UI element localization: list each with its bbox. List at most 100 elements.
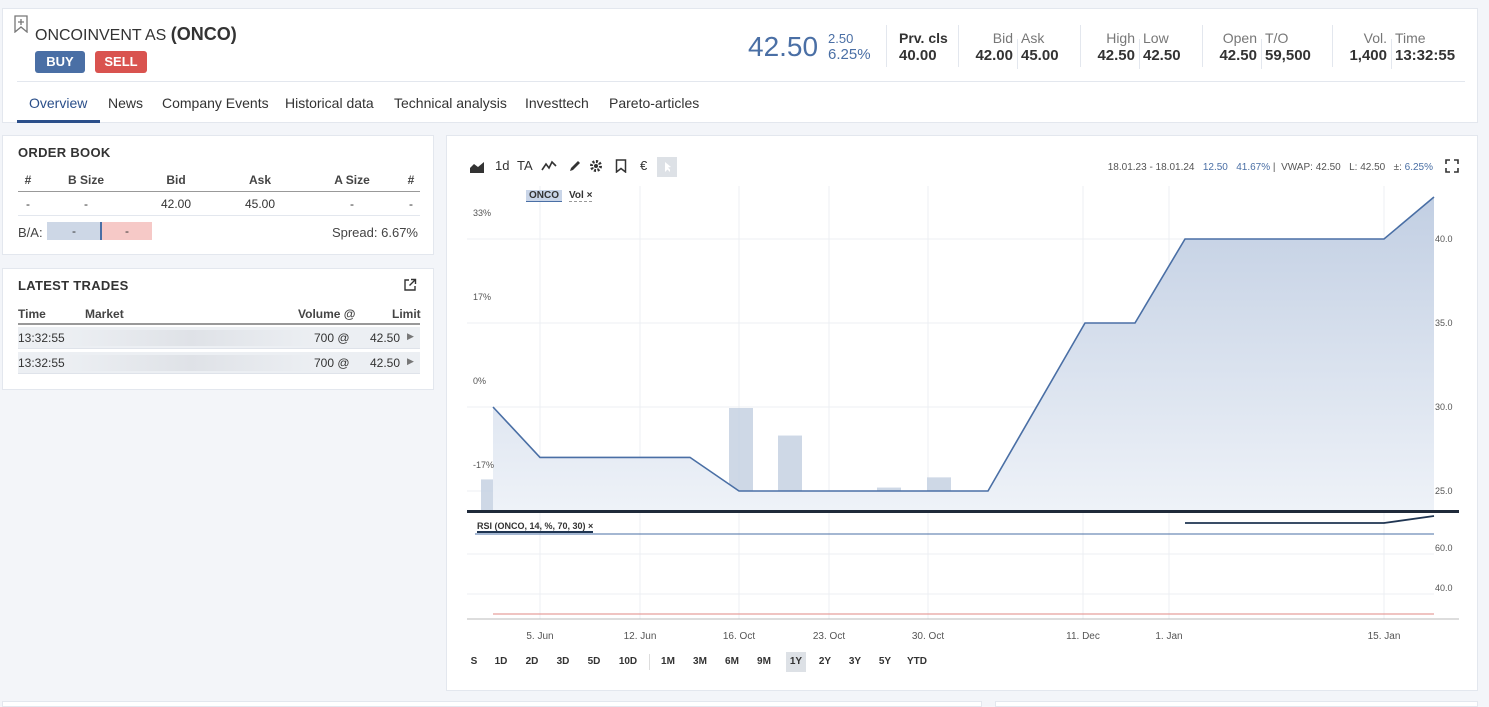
period-1y[interactable]: 1Y <box>786 652 806 672</box>
low-label: Low <box>1143 30 1169 46</box>
trade-volume: 700 @ <box>314 356 350 370</box>
right-axis-label: 40.0 <box>1435 234 1453 244</box>
sell-button[interactable]: SELL <box>95 51 147 73</box>
expand-arrow-icon[interactable]: ▶ <box>407 331 414 341</box>
rsi-legend[interactable]: RSI (ONCO, 14, %, 70, 30) × <box>477 521 594 533</box>
gear-icon[interactable] <box>589 159 603 173</box>
open-value: 42.50 <box>1219 47 1257 64</box>
left-axis-label: 17% <box>473 292 491 302</box>
rsi-axis-label: 60.0 <box>1435 543 1453 553</box>
period-1d[interactable]: 1D <box>494 656 508 667</box>
divider <box>958 25 959 67</box>
table-row[interactable]: 13:32:55 700 @ 42.50 ▶ <box>18 327 420 349</box>
pane-divider <box>467 510 1459 513</box>
period-10d[interactable]: 10D <box>618 656 638 667</box>
cell: 45.00 <box>244 197 276 211</box>
ba-ask-bar: - <box>102 222 152 240</box>
prev-close-value: 40.00 <box>899 47 937 64</box>
divider <box>886 25 887 67</box>
period-3m[interactable]: 3M <box>693 656 707 667</box>
price-area-fill <box>493 197 1434 510</box>
divider <box>1139 39 1140 69</box>
open: Open 42.50 <box>1215 29 1257 65</box>
x-tick-label: 16. Oct <box>723 631 755 642</box>
area-chart-icon[interactable] <box>469 160 485 174</box>
instrument-header: ONCOINVENT AS (ONCO) BUY SELL 42.50 2.50… <box>2 8 1478 123</box>
interval-selector[interactable]: 1d <box>495 158 510 173</box>
period-9m[interactable]: 9M <box>757 656 771 667</box>
turnover-value: 59,500 <box>1265 47 1311 64</box>
trade-time: 13:32:55 <box>18 356 65 370</box>
table-row[interactable]: 13:32:55 700 @ 42.50 ▶ <box>18 352 420 374</box>
tab-investtech[interactable]: Investtech <box>525 95 589 111</box>
col-header: Market <box>85 307 124 321</box>
ta-button[interactable]: TA <box>517 158 533 173</box>
spread: Spread: 6.67% <box>332 225 418 240</box>
tab-overview[interactable]: Overview <box>29 95 88 111</box>
x-tick-label: 15. Jan <box>1368 631 1401 642</box>
legend-onco[interactable]: ONCO <box>526 190 562 202</box>
tab-pareto-articles[interactable]: Pareto-articles <box>609 95 700 111</box>
period-5d[interactable]: 5D <box>587 656 601 667</box>
period-2d[interactable]: 2D <box>525 656 539 667</box>
bottom-panel <box>2 701 982 707</box>
active-tab-indicator <box>17 120 100 123</box>
right-axis-label: 30.0 <box>1435 402 1453 412</box>
spread-label: Spread: <box>331 225 378 240</box>
spread-value: 6.67% <box>381 225 418 240</box>
info-pm-pct: 6.25% <box>1404 162 1433 173</box>
col-header: Volume @ <box>298 307 356 321</box>
col-header: A Size <box>334 173 370 187</box>
bookmark-add-icon[interactable] <box>13 15 29 33</box>
right-axis-label: 35.0 <box>1435 318 1453 328</box>
period-6m[interactable]: 6M <box>725 656 739 667</box>
price-change: 2.50 6.25% <box>828 31 871 63</box>
period-3d[interactable]: 3D <box>556 656 570 667</box>
price-chart-panel: 1d TA € 18.01.23 - 18.01.24 12.50 41.67%… <box>446 135 1478 691</box>
latest-trades-title: LATEST TRADES <box>18 278 129 293</box>
high-value: 42.50 <box>1097 47 1135 64</box>
indicator-icon[interactable] <box>541 160 557 172</box>
period-ytd[interactable]: YTD <box>907 656 927 667</box>
tab-company-events[interactable]: Company Events <box>162 95 269 111</box>
bookmark-icon[interactable] <box>615 159 627 173</box>
tab-news[interactable]: News <box>108 95 144 111</box>
left-axis-label: -17% <box>473 460 494 470</box>
ticker: (ONCO) <box>170 24 237 44</box>
legend-volume[interactable]: Vol × <box>569 190 593 202</box>
chart-canvas[interactable]: 5. Jun 12. Jun 16. Oct 23. Oct 30. Oct 11. De… <box>447 181 1477 681</box>
expand-arrow-icon[interactable]: ▶ <box>407 356 414 366</box>
period-5y[interactable]: 5Y <box>878 656 892 667</box>
period-1m[interactable]: 1M <box>661 656 675 667</box>
buy-button[interactable]: BUY <box>35 51 85 73</box>
trade-limit: 42.50 <box>370 356 401 370</box>
rsi-line <box>1185 515 1435 524</box>
tab-technical-analysis[interactable]: Technical analysis <box>394 95 507 111</box>
low-value: 42.50 <box>1143 47 1181 64</box>
fullscreen-icon[interactable] <box>1445 159 1459 173</box>
trade-market <box>66 330 316 346</box>
open-external-icon[interactable] <box>403 278 417 292</box>
bid-value: 42.00 <box>975 47 1013 64</box>
right-axis-label: 25.0 <box>1435 486 1453 496</box>
currency-button[interactable]: € <box>640 158 648 173</box>
trade-volume: 700 @ <box>314 331 350 345</box>
divider <box>1261 39 1262 69</box>
period-3y[interactable]: 3Y <box>848 656 862 667</box>
volume: Vol. 1,400 <box>1343 29 1387 65</box>
divider <box>1332 25 1333 67</box>
draw-pencil-icon[interactable] <box>568 159 582 173</box>
cell: - <box>350 197 354 211</box>
tab-historical-data[interactable]: Historical data <box>285 95 374 111</box>
rsi-axis-label: 40.0 <box>1435 583 1453 593</box>
x-tick-label: 5. Jun <box>526 631 553 642</box>
period-2y[interactable]: 2Y <box>818 656 832 667</box>
bid: Bid 42.00 <box>971 29 1013 65</box>
col-header: Limit <box>392 307 421 321</box>
cursor-icon[interactable] <box>657 157 677 177</box>
price-line <box>492 196 1435 492</box>
period-s[interactable]: S <box>470 656 478 667</box>
cell: - <box>26 197 30 211</box>
x-tick-label: 1. Jan <box>1155 631 1182 642</box>
bottom-panel <box>995 701 1478 707</box>
